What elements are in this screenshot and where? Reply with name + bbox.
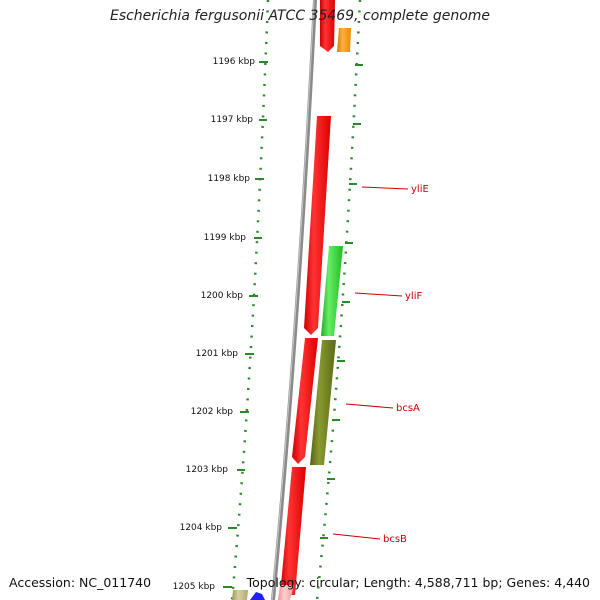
scale-labels: 1196 kbp 1197 kbp 1198 kbp 1199 kbp 1200… [173,57,256,592]
gene-label[interactable]: bcsA [396,403,420,414]
gene-red-2[interactable] [292,338,318,464]
scale-label: 1199 kbp [204,233,247,243]
gene-label[interactable]: yliE [411,184,429,195]
map-title: Escherichia fergusonii ATCC 35469, compl… [109,8,491,24]
genome-info-text: Topology: circular; Length: 4,588,711 bp… [246,575,590,590]
gene-red-3[interactable] [280,467,306,595]
scale-label: 1203 kbp [186,465,229,475]
gene-blue[interactable] [250,592,265,600]
gene-labels: yliE yliF bcsA bcsB [383,184,429,545]
major-ticks [223,61,363,588]
gene-green[interactable] [321,246,343,336]
genome-backbone-highlight [271,0,315,600]
scale-label: 1201 kbp [196,349,239,359]
scale-label: 1196 kbp [213,57,256,67]
gene-label[interactable]: yliF [405,291,422,302]
inner-tick-ring [315,0,362,600]
gene-label[interactable]: bcsB [383,534,407,545]
outer-tick-ring [230,0,270,600]
gene-top-red[interactable] [320,0,335,52]
gene-features [232,0,351,600]
gene-pink[interactable] [278,585,294,600]
gene-tan[interactable] [232,590,248,600]
scale-label: 1202 kbp [191,407,234,417]
scale-label: 1197 kbp [211,115,254,125]
gene-olive[interactable] [310,340,336,465]
gene-top-orange[interactable] [337,28,351,52]
genome-backbone [271,0,317,600]
scale-label: 1198 kbp [208,174,251,184]
gene-red-1[interactable] [304,116,331,335]
scale-label: 1204 kbp [180,523,223,533]
scale-label: 1200 kbp [201,291,244,301]
gene-label-lines [332,186,409,540]
accession-text: Accession: NC_011740 [9,575,152,590]
scale-label: 1205 kbp [173,582,216,592]
